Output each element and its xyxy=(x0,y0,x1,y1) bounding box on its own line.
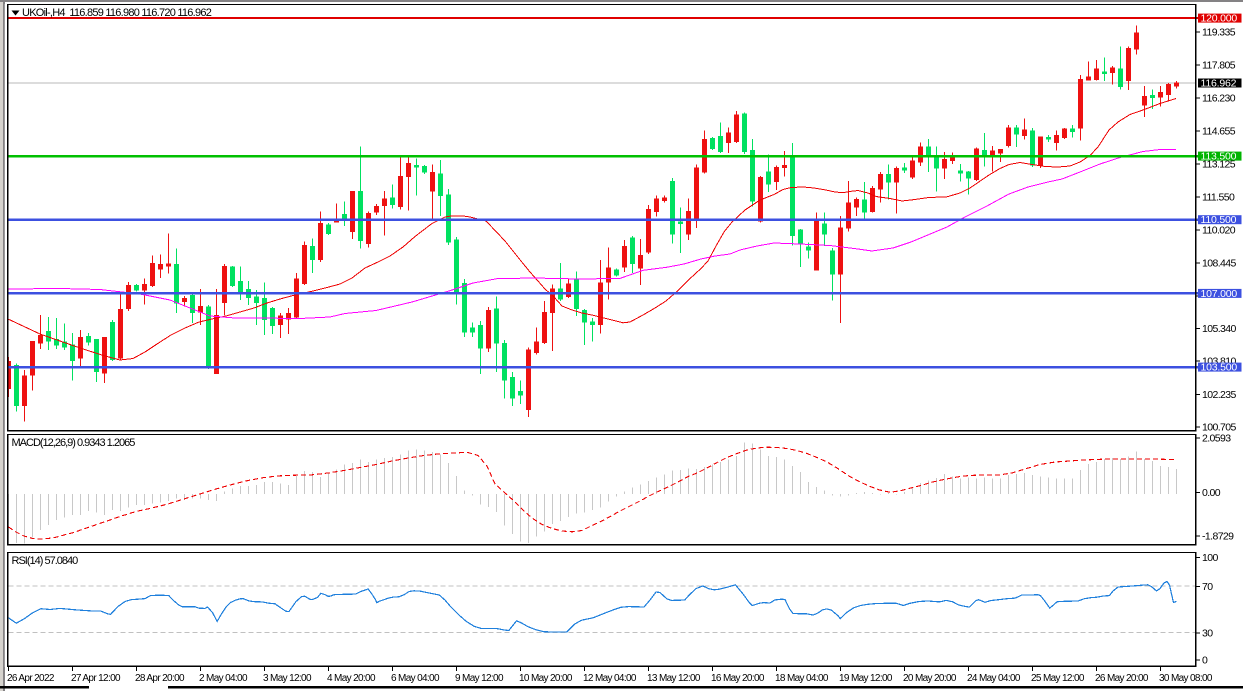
svg-text:102.235: 102.235 xyxy=(1202,389,1237,401)
svg-text:30 May 08:00: 30 May 08:00 xyxy=(1159,673,1213,684)
svg-text:2 May 04:00: 2 May 04:00 xyxy=(199,673,248,684)
svg-text:13 May 12:00: 13 May 12:00 xyxy=(647,673,701,684)
svg-text:28 Apr 20:00: 28 Apr 20:00 xyxy=(135,673,185,684)
svg-text:16 May 20:00: 16 May 20:00 xyxy=(711,673,765,684)
svg-text:120.000: 120.000 xyxy=(1201,13,1238,25)
svg-text:105.340: 105.340 xyxy=(1202,323,1237,335)
svg-text:6 May 04:00: 6 May 04:00 xyxy=(391,673,440,684)
svg-text:114.655: 114.655 xyxy=(1202,126,1236,138)
svg-text:10 May 20:00: 10 May 20:00 xyxy=(519,673,573,684)
svg-text:24 May 04:00: 24 May 04:00 xyxy=(967,673,1021,684)
svg-text:107.000: 107.000 xyxy=(1201,288,1238,300)
svg-text:20 May 20:00: 20 May 20:00 xyxy=(903,673,957,684)
svg-text:MACD(12,26,9) 0.9343 1.2065: MACD(12,26,9) 0.9343 1.2065 xyxy=(12,437,136,449)
svg-text:0.00: 0.00 xyxy=(1202,487,1221,499)
svg-text:100: 100 xyxy=(1202,552,1218,564)
svg-text:119.335: 119.335 xyxy=(1202,27,1236,39)
svg-text:108.445: 108.445 xyxy=(1202,258,1237,270)
svg-text:12 May 04:00: 12 May 04:00 xyxy=(583,673,637,684)
svg-text:113.500: 113.500 xyxy=(1201,151,1237,163)
svg-text:116.230: 116.230 xyxy=(1202,93,1236,105)
svg-text:2.0593: 2.0593 xyxy=(1202,433,1231,445)
svg-text:9 May 12:00: 9 May 12:00 xyxy=(455,673,504,684)
svg-text:UKOil-,H4 116.859 116.980 116: UKOil-,H4 116.859 116.980 116.720 116.96… xyxy=(22,7,212,19)
svg-text:3 May 12:00: 3 May 12:00 xyxy=(263,673,312,684)
svg-text:26 May 20:00: 26 May 20:00 xyxy=(1095,673,1149,684)
svg-text:103.500: 103.500 xyxy=(1201,362,1238,374)
svg-text:30: 30 xyxy=(1202,627,1213,639)
svg-text:19 May 12:00: 19 May 12:00 xyxy=(839,673,893,684)
svg-text:111.550: 111.550 xyxy=(1202,192,1235,204)
svg-text:117.805: 117.805 xyxy=(1202,60,1236,72)
svg-text:4 May 20:00: 4 May 20:00 xyxy=(327,673,376,684)
svg-text:18 May 04:00: 18 May 04:00 xyxy=(775,673,829,684)
svg-text:110.500: 110.500 xyxy=(1201,214,1237,226)
svg-text:100.705: 100.705 xyxy=(1202,421,1237,433)
svg-text:25 May 12:00: 25 May 12:00 xyxy=(1031,673,1085,684)
svg-text:110.020: 110.020 xyxy=(1202,225,1236,237)
svg-text:27 Apr 12:00: 27 Apr 12:00 xyxy=(71,673,121,684)
svg-text:-1.8729: -1.8729 xyxy=(1202,531,1234,543)
svg-text:113.125: 113.125 xyxy=(1202,159,1236,171)
svg-text:116.962: 116.962 xyxy=(1201,78,1237,90)
svg-text:70: 70 xyxy=(1202,581,1213,593)
svg-text:26 Apr 2022: 26 Apr 2022 xyxy=(7,673,55,684)
svg-text:RSI(14) 57.0840: RSI(14) 57.0840 xyxy=(12,555,79,567)
svg-text:0: 0 xyxy=(1202,655,1208,667)
